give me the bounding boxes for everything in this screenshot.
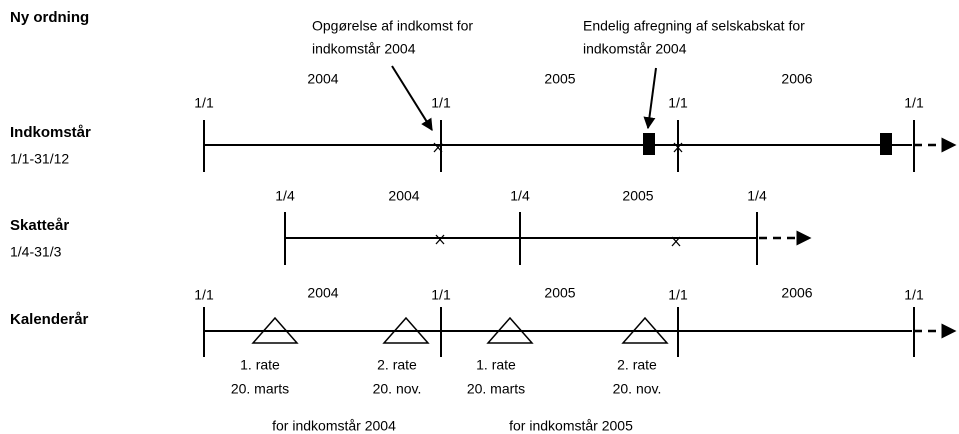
rate-name: 2. rate — [377, 357, 417, 373]
x-marker — [673, 142, 683, 153]
tick-label: 1/1 — [668, 95, 688, 111]
row-label: Skatteår — [10, 217, 69, 234]
rate-name: 1. rate — [240, 357, 280, 373]
year-label: 2006 — [781, 285, 812, 301]
rate-marker — [251, 316, 299, 344]
row-period: 1/1-31/12 — [10, 151, 69, 167]
year-label: 2004 — [307, 71, 338, 87]
x-marker — [435, 234, 445, 245]
rate-date: 20. marts — [467, 381, 525, 397]
settlement-marker — [880, 133, 892, 155]
tick-label: 1/4 — [510, 188, 530, 204]
annotation-arrow — [391, 65, 433, 132]
tick-label: 1/1 — [194, 95, 214, 111]
year-label: 2004 — [307, 285, 338, 301]
rate-group: for indkomstår 2005 — [509, 418, 633, 434]
settlement-marker — [643, 133, 655, 155]
annotation-line: Endelig afregning af selskabskat for — [583, 18, 805, 34]
row-label: Kalenderår — [10, 311, 89, 328]
year-label: 2005 — [544, 71, 575, 87]
tick-label: 1/4 — [747, 188, 767, 204]
rate-date: 20. nov. — [373, 381, 422, 397]
year-label: 2005 — [544, 285, 575, 301]
title: Ny ordning — [10, 9, 89, 26]
x-marker — [671, 236, 681, 247]
annotation-arrow — [643, 67, 657, 130]
annotation-line: indkomstår 2004 — [312, 41, 416, 57]
year-label: 2004 — [388, 188, 419, 204]
tick-label: 1/1 — [668, 287, 688, 303]
tick-label: 1/1 — [904, 287, 924, 303]
tick-label: 1/4 — [275, 188, 295, 204]
x-marker — [433, 142, 443, 153]
row-label: Indkomstår — [10, 124, 91, 141]
annotation-line: indkomstår 2004 — [583, 41, 687, 57]
rate-marker — [382, 316, 430, 344]
year-label: 2005 — [622, 188, 653, 204]
tick-label: 1/1 — [431, 95, 451, 111]
rate-marker — [486, 316, 534, 344]
rate-marker — [621, 316, 669, 344]
rate-name: 2. rate — [617, 357, 657, 373]
year-label: 2006 — [781, 71, 812, 87]
rate-date: 20. nov. — [613, 381, 662, 397]
tick-label: 1/1 — [194, 287, 214, 303]
row-period: 1/4-31/3 — [10, 244, 62, 260]
rate-date: 20. marts — [231, 381, 289, 397]
annotation-line: Opgørelse af indkomst for — [312, 18, 473, 34]
tick-label: 1/1 — [904, 95, 924, 111]
tick-label: 1/1 — [431, 287, 451, 303]
rate-name: 1. rate — [476, 357, 516, 373]
rate-group: for indkomstår 2004 — [272, 418, 396, 434]
